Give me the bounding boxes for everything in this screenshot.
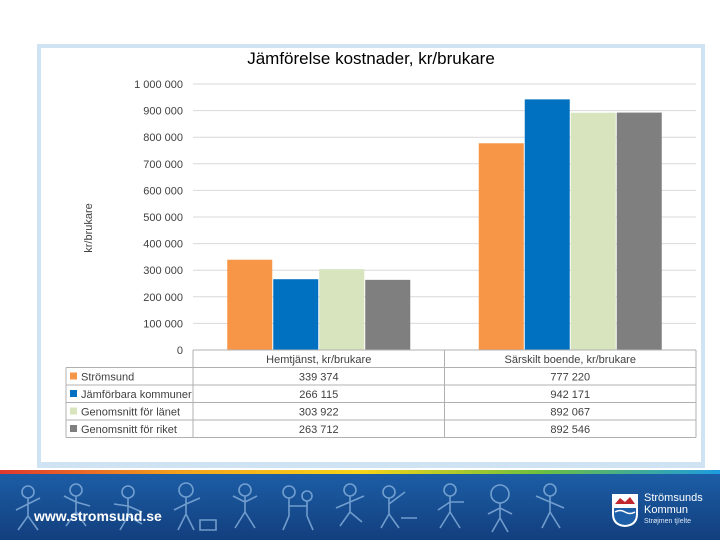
legend-label: Genomsnitt för länet: [81, 407, 180, 419]
data-label: 942 171: [550, 389, 590, 401]
stick-figure-icon: [282, 485, 314, 531]
y-tick-label: 800 000: [143, 132, 183, 144]
data-label: 303 922: [299, 407, 339, 419]
bar: [319, 269, 365, 350]
y-tick-label: 500 000: [143, 212, 183, 224]
y-tick-label: 100 000: [143, 318, 183, 330]
data-label: 892 546: [550, 424, 590, 436]
y-tick-labels: 0 100 000 200 000 300 000 400 000 500 000 600 …: [134, 79, 183, 357]
logo-text-line2: Kommun: [644, 504, 689, 516]
y-tick-label: 300 000: [143, 265, 183, 277]
data-label: 263 712: [299, 424, 339, 436]
footer-band: www.stromsund.se Strömsunds Kommun Strøj…: [0, 470, 720, 540]
stick-figure-icon: [335, 483, 365, 527]
y-tick-label: 400 000: [143, 239, 183, 251]
bar: [524, 99, 570, 351]
stick-figure-icon: [15, 485, 41, 531]
stick-figure-icon: [535, 483, 565, 529]
website-url[interactable]: www.stromsund.se: [34, 508, 162, 524]
legend-label: Strömsund: [81, 372, 134, 384]
bar: [616, 112, 662, 350]
stick-figure-icon: [380, 485, 417, 529]
y-tick-label: 600 000: [143, 185, 183, 197]
data-label: 892 067: [550, 407, 590, 419]
data-table: Hemtjänst, kr/brukare Särskilt boende, kr…: [65, 349, 697, 438]
bar: [273, 279, 319, 350]
x-tick-label: Särskilt boende, kr/brukare: [505, 354, 636, 366]
bar: [570, 112, 616, 350]
data-label: 777 220: [550, 372, 590, 384]
y-tick-label: 200 000: [143, 292, 183, 304]
stick-figure-icon: [487, 484, 513, 533]
y-tick-label: 1 000 000: [134, 79, 183, 91]
bar: [478, 143, 524, 350]
legend-label: Jämförbara kommuner: [81, 389, 192, 401]
municipality-logo: Strömsunds Kommun Strøjmen tjïelte: [608, 490, 718, 534]
legend-swatch: [70, 390, 77, 397]
data-label: 266 115: [299, 389, 338, 401]
bar: [227, 259, 273, 350]
legend-label: Genomsnitt för riket: [81, 424, 177, 436]
y-axis-label: kr/brukare: [83, 203, 95, 253]
y-tick-label: 0: [177, 345, 183, 357]
bar: [365, 279, 411, 350]
footer-color-stripe: [0, 470, 720, 474]
legend-swatch: [70, 407, 77, 415]
chart: Jämförelse kostnader, kr/brukare kr/bruk…: [65, 49, 697, 438]
x-tick-label: Hemtjänst, kr/brukare: [266, 354, 371, 366]
logo-text-line1: Strömsunds: [644, 492, 703, 504]
logo-text-line3: Strøjmen tjïelte: [644, 518, 692, 525]
chart-title: Jämförelse kostnader, kr/brukare: [247, 49, 495, 68]
legend-swatch: [70, 372, 77, 380]
bars: [227, 99, 662, 351]
stick-figure-icon: [173, 482, 217, 531]
data-label: 339 374: [299, 372, 339, 384]
stick-figure-icon: [232, 483, 258, 529]
legend-swatch: [70, 425, 77, 432]
y-tick-label: 700 000: [143, 159, 183, 171]
y-tick-label: 900 000: [143, 106, 183, 118]
coat-of-arms-icon: [612, 494, 638, 527]
stick-figure-icon: [113, 485, 143, 531]
stick-figure-icon: [63, 483, 91, 527]
stick-figure-icon: [437, 483, 464, 529]
